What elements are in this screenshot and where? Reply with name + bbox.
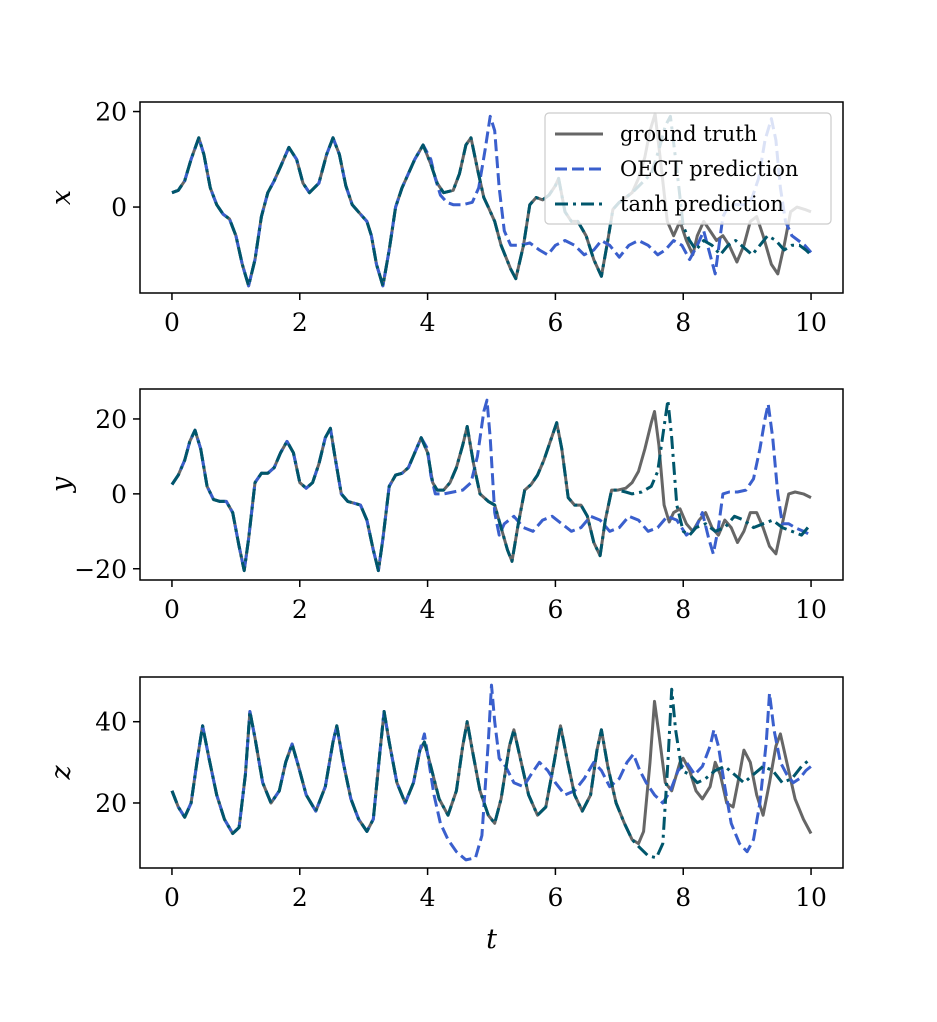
y-tick-label: 20 — [95, 98, 127, 127]
y-tick-label: 20 — [95, 789, 127, 818]
series-line-tanh-prediction — [170, 687, 812, 860]
x-tick-label: 6 — [547, 595, 563, 624]
x-tick-label: 2 — [292, 595, 308, 624]
x-tick-label: 0 — [164, 308, 180, 337]
x-tick-label: 10 — [795, 883, 827, 912]
x-tick-label: 2 — [292, 883, 308, 912]
y-tick-label: 40 — [95, 708, 127, 737]
y-tick-label: −20 — [74, 555, 127, 584]
x-tick-label: 4 — [420, 883, 436, 912]
legend-entry: ground truth — [620, 122, 757, 146]
x-tick-label: 0 — [164, 595, 180, 624]
x-tick-label: 10 — [795, 308, 827, 337]
x-tick-label: 0 — [164, 883, 180, 912]
x-tick-label: 8 — [675, 595, 691, 624]
x-tick-label: 2 — [292, 308, 308, 337]
legend-box — [544, 112, 832, 225]
panel-y: 0 2 4 6 8 10 −20 0 20 y — [46, 388, 844, 624]
panel-z: 0 2 4 6 8 10 20 40 z t — [46, 676, 844, 955]
x-tick-label: 8 — [675, 308, 691, 337]
x-tick-label: 4 — [420, 595, 436, 624]
y-tick-label: 20 — [95, 405, 127, 434]
legend-entry: OECT prediction — [620, 157, 798, 181]
x-tick-label: 6 — [547, 308, 563, 337]
series-line-OECT-prediction — [170, 398, 812, 573]
y-tick-label: 0 — [111, 193, 127, 222]
x-tick-label: 4 — [420, 308, 436, 337]
x-tick-label: 8 — [675, 883, 691, 912]
y-axis-label: y — [46, 476, 77, 493]
plot-frame — [139, 388, 844, 581]
x-tick-label: 6 — [547, 883, 563, 912]
panel-x: 0 2 4 6 8 10 0 20 x ground truth OECT prediction ta… — [46, 98, 844, 337]
series-line-tanh-prediction — [170, 398, 813, 573]
plot-frame — [139, 101, 844, 294]
x-axis-label: t — [486, 924, 497, 955]
legend: ground truth OECT prediction tanh predicti… — [544, 112, 832, 225]
legend-entry: tanh prediction — [620, 192, 784, 216]
x-tick-label: 10 — [795, 595, 827, 624]
series-line-tanh-prediction — [171, 114, 813, 288]
y-axis-label: x — [46, 190, 77, 205]
y-tick-label: 0 — [111, 480, 127, 509]
y-axis-label: z — [46, 765, 77, 781]
plot-frame — [139, 676, 844, 869]
